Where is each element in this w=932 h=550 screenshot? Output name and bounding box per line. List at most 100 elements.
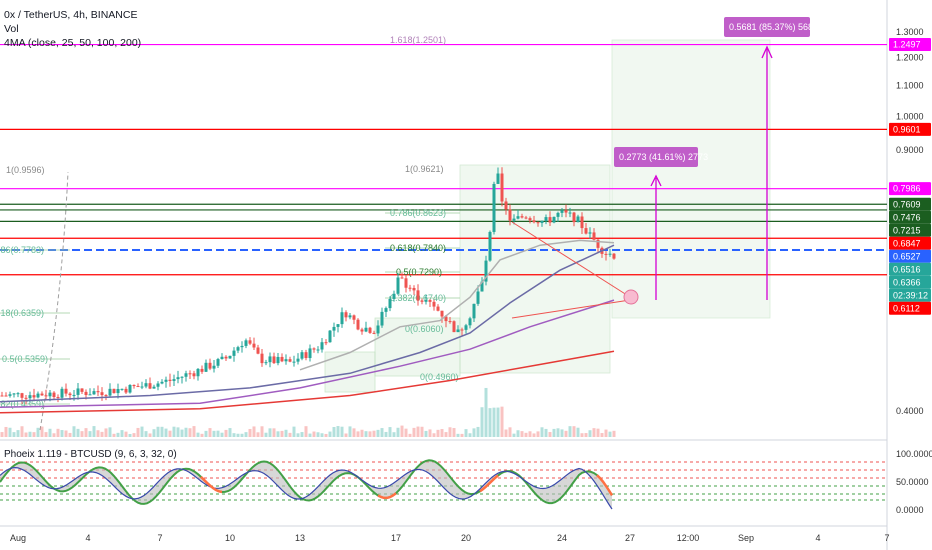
- candle[interactable]: [76, 388, 80, 395]
- candle[interactable]: [132, 384, 136, 387]
- candle[interactable]: [332, 326, 336, 331]
- candle[interactable]: [560, 210, 564, 213]
- candle[interactable]: [484, 260, 488, 282]
- candle[interactable]: [340, 312, 344, 325]
- candle[interactable]: [432, 301, 436, 307]
- candle[interactable]: [192, 373, 196, 377]
- candle[interactable]: [236, 347, 240, 351]
- candle[interactable]: [136, 386, 140, 388]
- candle[interactable]: [548, 217, 552, 223]
- candle[interactable]: [304, 352, 308, 359]
- candle[interactable]: [64, 388, 68, 394]
- measure-label-2[interactable]: 0.5681 (85.37%) 5681: [724, 17, 818, 37]
- candle[interactable]: [32, 395, 36, 398]
- candle[interactable]: [200, 368, 204, 372]
- candle[interactable]: [232, 350, 236, 356]
- candle[interactable]: [88, 394, 92, 396]
- candle[interactable]: [176, 377, 180, 380]
- candle[interactable]: [376, 325, 380, 334]
- measure-label-1[interactable]: 0.2773 (41.61%) 2773: [614, 147, 708, 167]
- vol-legend[interactable]: Vol: [4, 23, 19, 35]
- candle[interactable]: [320, 342, 324, 350]
- candle[interactable]: [356, 319, 360, 330]
- time-axis[interactable]: Aug 4 7 10 13 17 20 24 27 12:00 Sep 4 7: [10, 533, 890, 543]
- candle[interactable]: [384, 308, 388, 312]
- candle[interactable]: [400, 277, 404, 279]
- candle[interactable]: [436, 306, 440, 311]
- candle[interactable]: [68, 393, 72, 396]
- ma-legend[interactable]: 4MA (close, 25, 50, 100, 200): [4, 37, 142, 49]
- candle[interactable]: [300, 352, 304, 359]
- candle[interactable]: [508, 209, 512, 221]
- candle[interactable]: [104, 395, 108, 397]
- candle[interactable]: [512, 218, 516, 221]
- candle[interactable]: [580, 216, 584, 229]
- candle[interactable]: [268, 356, 272, 363]
- candle[interactable]: [404, 278, 408, 288]
- candle[interactable]: [124, 388, 128, 393]
- candle[interactable]: [184, 373, 188, 377]
- candle[interactable]: [420, 300, 424, 302]
- candle[interactable]: [544, 217, 548, 221]
- candle[interactable]: [160, 381, 164, 384]
- candle[interactable]: [288, 359, 292, 362]
- candle[interactable]: [564, 210, 568, 213]
- candle[interactable]: [220, 356, 224, 360]
- candle[interactable]: [140, 386, 144, 388]
- candle[interactable]: [488, 231, 492, 261]
- candle[interactable]: [504, 201, 508, 210]
- candle[interactable]: [392, 293, 396, 299]
- candle[interactable]: [36, 393, 40, 398]
- candle[interactable]: [180, 376, 184, 378]
- candle[interactable]: [208, 362, 212, 369]
- candle[interactable]: [348, 315, 352, 318]
- candle[interactable]: [240, 345, 244, 348]
- candle[interactable]: [0, 395, 4, 397]
- candle[interactable]: [188, 373, 192, 375]
- breakout-circle-marker[interactable]: [623, 289, 639, 305]
- candle[interactable]: [120, 388, 124, 390]
- candle[interactable]: [224, 356, 228, 359]
- candle[interactable]: [360, 329, 364, 332]
- candle[interactable]: [396, 277, 400, 294]
- candle[interactable]: [252, 343, 256, 348]
- candle[interactable]: [92, 391, 96, 395]
- candle[interactable]: [480, 281, 484, 292]
- candle[interactable]: [52, 392, 56, 397]
- candle[interactable]: [576, 216, 580, 223]
- oscillator-legend[interactable]: Phoeix 1.119 - BTCUSD (9, 6, 3, 32, 0): [4, 449, 177, 460]
- candle[interactable]: [540, 220, 544, 223]
- candle[interactable]: [256, 347, 260, 354]
- candle[interactable]: [536, 222, 540, 224]
- candle[interactable]: [40, 393, 44, 396]
- candle[interactable]: [112, 388, 116, 394]
- candle[interactable]: [412, 287, 416, 291]
- candle[interactable]: [456, 329, 460, 333]
- candle[interactable]: [148, 383, 152, 389]
- candle[interactable]: [604, 253, 608, 255]
- candle[interactable]: [528, 218, 532, 221]
- candle[interactable]: [584, 228, 588, 234]
- oscillator-panel[interactable]: [0, 459, 887, 510]
- oscillator-axis[interactable]: 100.0000 50.0000 0.0000: [896, 449, 932, 515]
- candle[interactable]: [588, 232, 592, 234]
- candle[interactable]: [520, 216, 524, 218]
- candle[interactable]: [48, 392, 52, 397]
- measure-arrows[interactable]: [650, 45, 773, 300]
- candle[interactable]: [28, 395, 32, 399]
- candle[interactable]: [212, 365, 216, 369]
- candle[interactable]: [568, 212, 572, 214]
- candle[interactable]: [336, 324, 340, 327]
- candle[interactable]: [468, 318, 472, 326]
- candle[interactable]: [272, 356, 276, 364]
- candle[interactable]: [500, 173, 504, 202]
- candle[interactable]: [444, 316, 448, 322]
- candle[interactable]: [20, 393, 24, 398]
- candle[interactable]: [264, 362, 268, 364]
- trendline-upper[interactable]: [511, 221, 631, 298]
- candle[interactable]: [168, 379, 172, 381]
- candle[interactable]: [308, 348, 312, 359]
- candle[interactable]: [416, 290, 420, 301]
- candle[interactable]: [84, 391, 88, 396]
